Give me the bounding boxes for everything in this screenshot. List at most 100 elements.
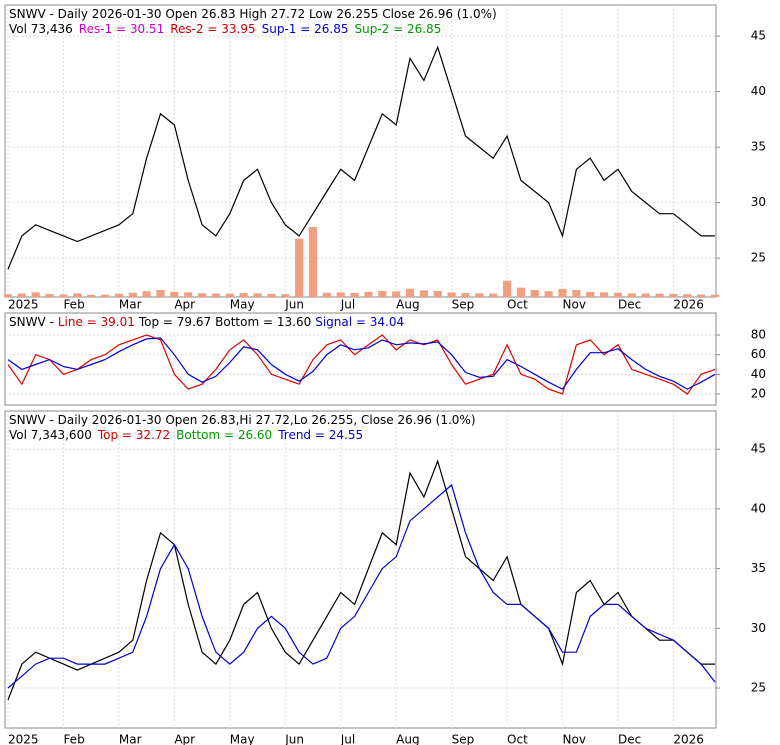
volume-bar [641,293,650,297]
volume-bar [475,293,484,297]
volume-bar [572,290,581,297]
x-tick-label: Aug [396,733,419,745]
volume-bar [114,293,123,297]
legend-item: Bottom = 13.60 [215,315,311,329]
volume-bar [184,292,193,297]
series-line [7,459,715,701]
price-panel [4,4,717,298]
legend-item: Trend = 24.55 [277,428,363,442]
volume-bar [586,291,595,297]
y-tick-label: 80 [751,328,766,342]
legend-item: Line = 39.01 [58,315,135,329]
volume-bar [419,290,428,297]
y-tick-label: 45 [751,442,766,456]
volume-bar [211,293,221,297]
y-tick-label: 45 [751,29,766,43]
x-tick-label: Nov [563,298,586,312]
y-tick-label: 25 [751,251,766,265]
x-tick-label: Feb [63,298,84,312]
series-line [7,337,716,390]
volume-bar [253,293,262,297]
volume-bar [336,292,345,297]
y-tick-label: 40 [751,367,766,381]
volume-bar [558,288,567,297]
y-tick-label: 40 [751,84,766,98]
legend-item: SNWV - Daily 2026-01-30 Open 26.83,Hi 27… [9,413,476,427]
volume-bar [447,292,456,297]
x-tick-label: Feb [63,733,84,745]
volume-bar [544,291,553,297]
x-tick-label: May [230,298,255,312]
volume-bar [100,294,110,297]
series-line [7,45,715,270]
y-tick-label: 35 [751,140,766,154]
legend-item: Res-1 = 30.51 [79,22,164,36]
volume-bar [655,293,664,297]
series-line [7,483,716,689]
legend-item: Top = 79.67 [138,315,211,329]
legend: SNWV - Daily 2026-01-30 Open 26.83 High … [9,7,497,36]
volume-bar [392,291,401,297]
volume-bar [322,292,331,297]
volume-bar [516,287,526,297]
volume-bar [627,293,636,297]
x-tick-label: 2025 [8,298,39,312]
volume-bar [3,294,13,297]
legend-item: Sup-2 = 26.85 [354,22,441,36]
volume-bar [405,288,415,297]
volume-bar [281,294,290,297]
y-tick-label: 60 [751,347,766,361]
x-tick-label: Mar [119,298,142,312]
x-tick-label: Nov [563,733,586,745]
x-tick-label: May [230,733,255,745]
volume-bar [489,293,498,297]
y-tick-label: 35 [751,561,766,575]
volume-bar [295,238,304,297]
y-tick-label: 30 [751,621,766,635]
volume-bar [128,292,137,297]
oscillator-panel [4,312,717,406]
x-tick-label: Mar [119,733,142,745]
y-tick-label: 25 [751,681,766,695]
volume-bar [197,293,207,297]
legend-item: SNWV - [9,315,54,329]
legend-item: SNWV - Daily 2026-01-30 Open 26.83 High … [9,7,497,21]
volume-bar [710,294,720,297]
volume-bar [59,294,68,297]
legend-item: Vol 7,343,600 [9,428,92,442]
x-tick-label: 2025 [8,733,39,745]
volume-bar [669,293,678,297]
x-tick-label: Dec [618,733,641,745]
x-tick-label: Sep [452,733,475,745]
legend-item: Res-2 = 33.95 [170,22,255,36]
series-line [7,334,716,395]
legend-item: Top = 32.72 [97,428,170,442]
volume-bar [156,290,165,297]
x-tick-label: Oct [507,733,528,745]
x-tick-label: Jul [340,733,355,745]
volume-bar [530,290,539,297]
volume-bar [17,293,26,297]
volume-bar [600,292,609,297]
volume-bar [502,280,512,297]
trend-panel [4,410,717,729]
legend-item: Sup-1 = 26.85 [262,22,349,36]
volume-bar [350,293,359,297]
volume-bar [461,293,470,297]
volume-bar [87,294,96,297]
volume-bar [170,291,179,297]
volume-bar [239,293,248,297]
x-tick-label: Aug [396,298,419,312]
x-tick-label: Jun [284,298,304,312]
x-tick-label: Sep [452,298,475,312]
volume-bar [308,227,318,297]
volume-bar [31,292,40,297]
x-tick-label: Jul [340,298,355,312]
x-tick-label: 2026 [673,298,704,312]
x-tick-label: Dec [618,298,641,312]
x-tick-label: 2026 [673,733,704,745]
volume-bar [697,294,706,297]
x-tick-label: Oct [507,298,528,312]
legend-item: Vol 73,436 [9,22,73,36]
